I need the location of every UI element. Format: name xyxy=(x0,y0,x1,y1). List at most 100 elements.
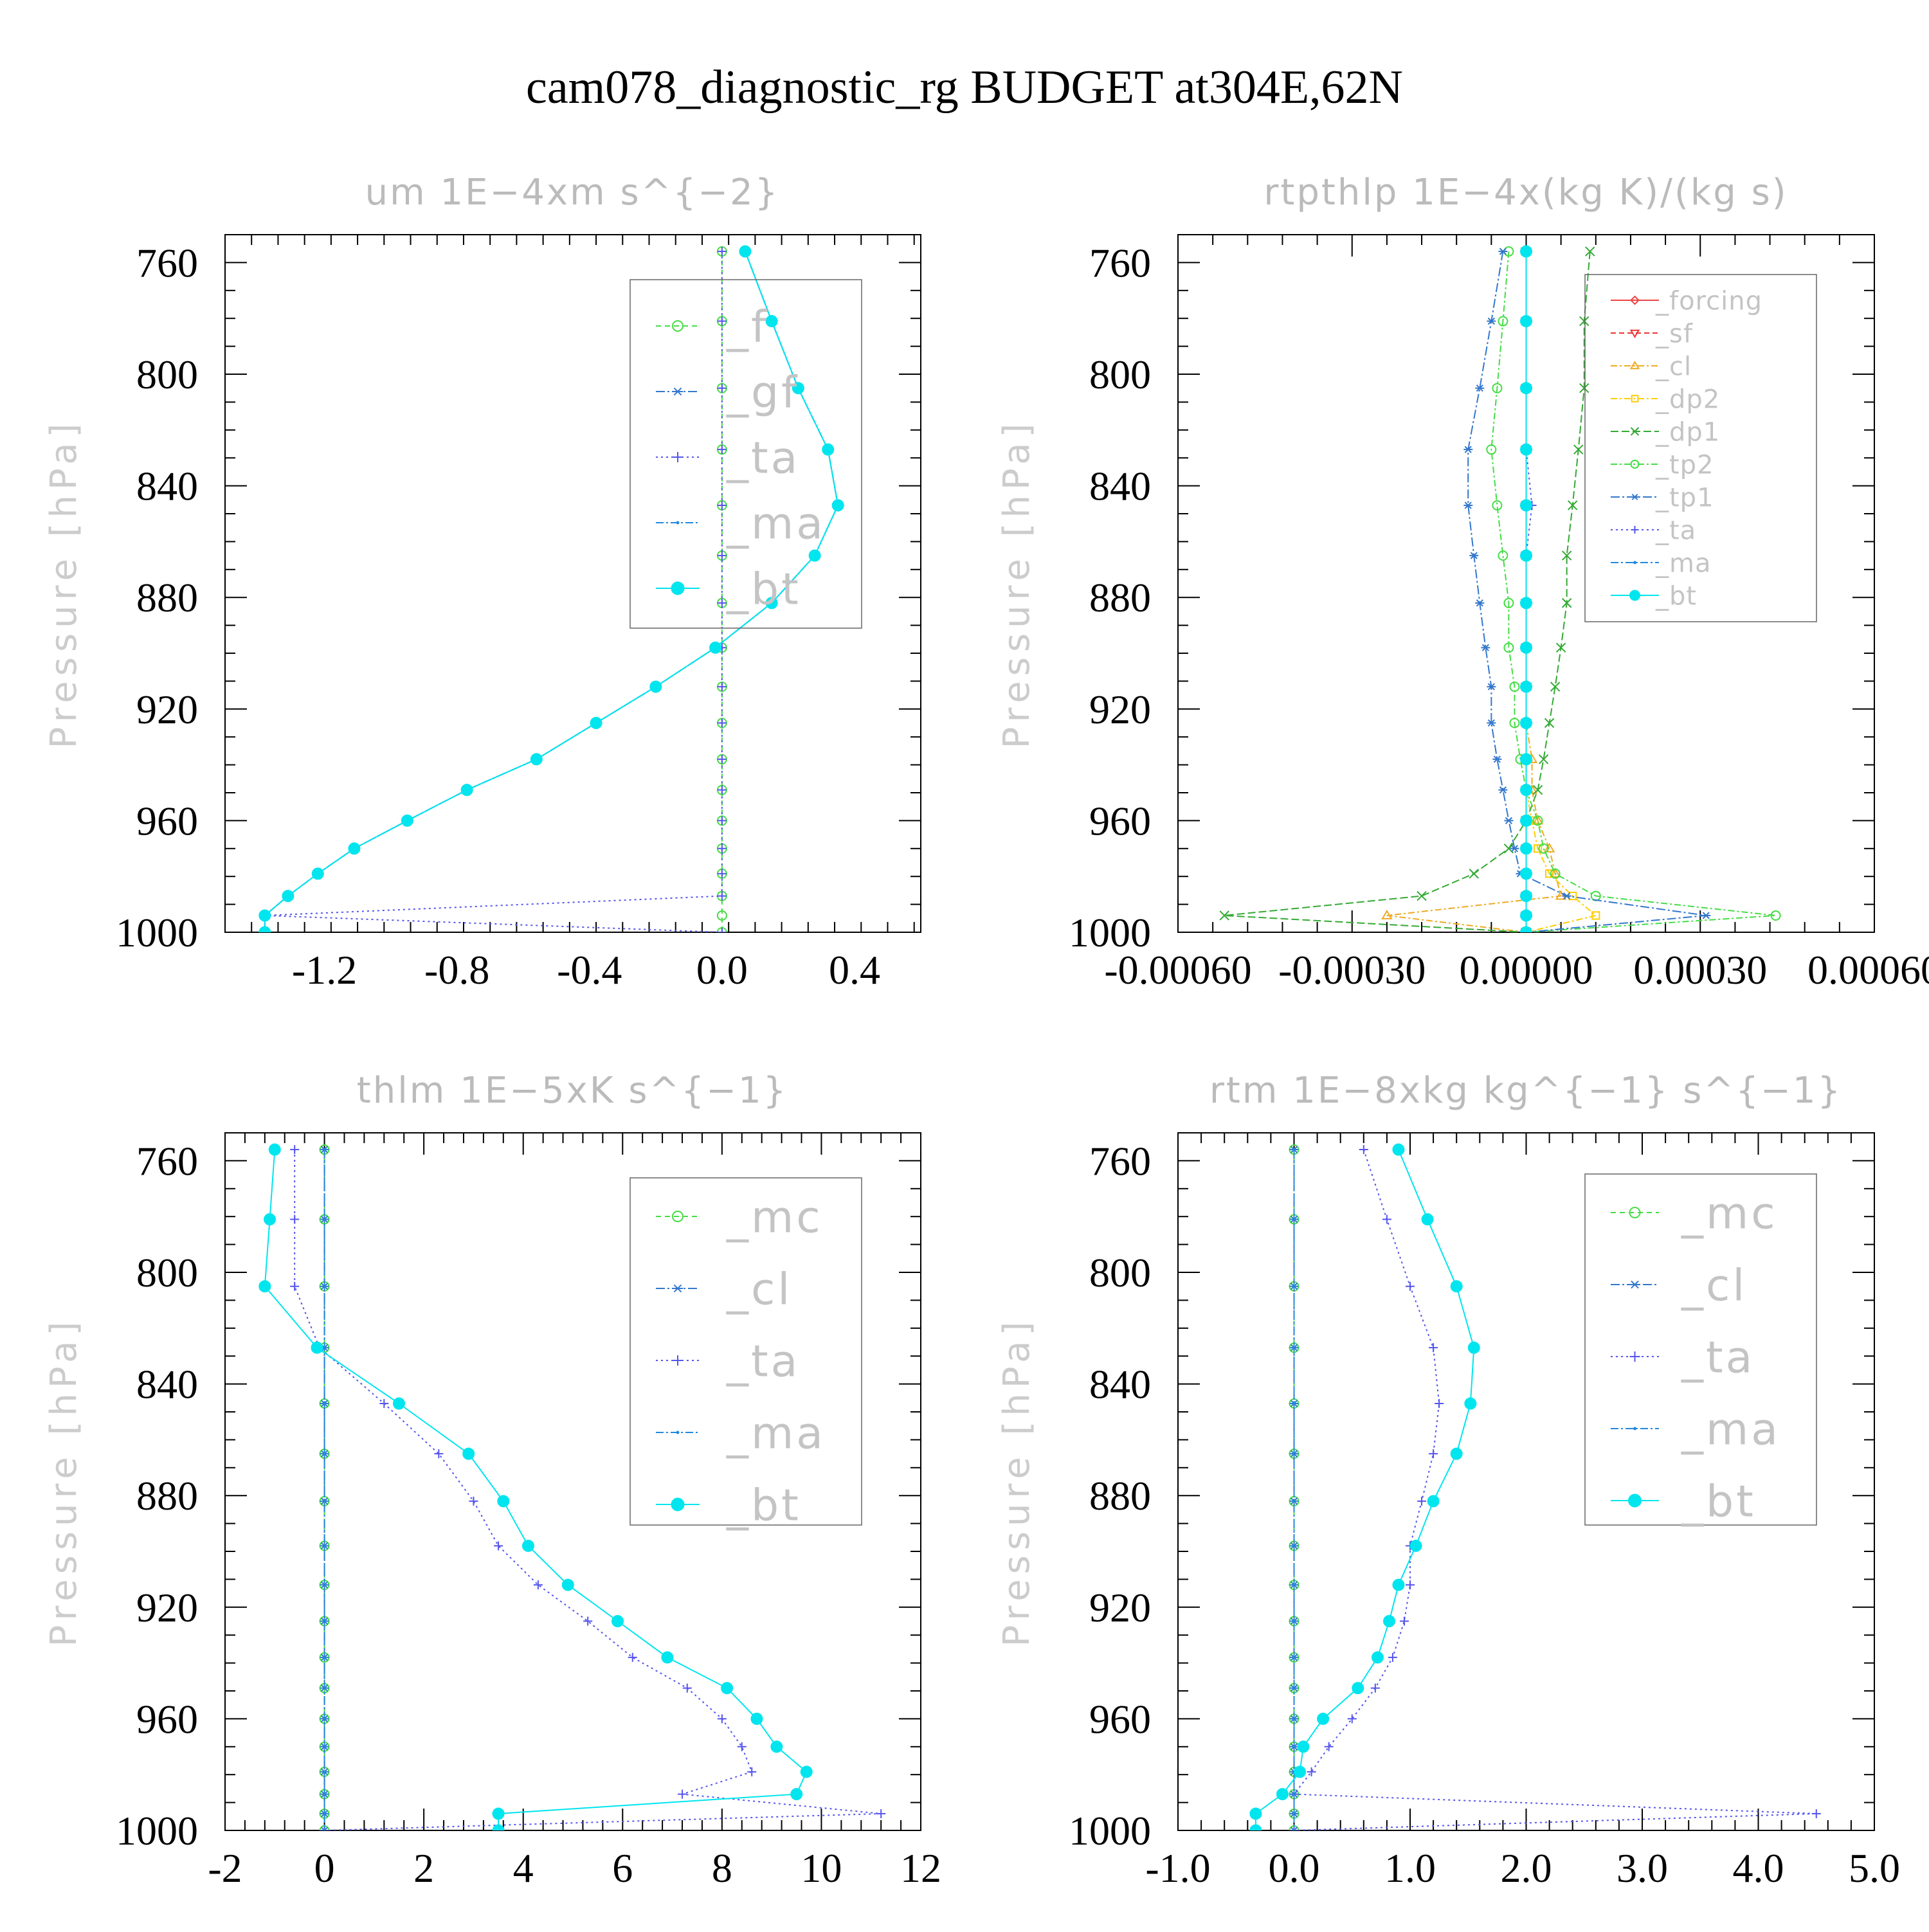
data-point-ta xyxy=(717,383,727,393)
legend-marker-mc xyxy=(1629,1207,1641,1218)
data-point-dp2 xyxy=(1591,911,1600,920)
data-point-ta xyxy=(717,316,727,326)
x-tick-label: 0.00000 xyxy=(1460,947,1593,993)
data-point-tp1 xyxy=(1487,317,1496,325)
legend-marker-dp2 xyxy=(1631,395,1639,402)
data-point-ma xyxy=(1292,1812,1296,1816)
x-tick-label: -0.8 xyxy=(424,947,489,993)
legend-label: _ta xyxy=(1681,1332,1755,1383)
data-point-bt xyxy=(750,1712,763,1725)
legend-marker-mc xyxy=(672,1211,684,1222)
data-point-bt xyxy=(530,753,543,766)
legend-marker-cl xyxy=(673,1284,683,1293)
data-point-dp1 xyxy=(1561,550,1572,561)
series-layer xyxy=(258,1143,886,1830)
y-tick-label: 880 xyxy=(1089,575,1151,620)
data-point-bt xyxy=(1392,1143,1405,1156)
legend-marker-gf xyxy=(673,387,683,396)
y-tick-label: 760 xyxy=(136,240,198,285)
data-point-ta xyxy=(717,500,727,510)
data-point-bt xyxy=(1520,245,1532,258)
data-point-bt xyxy=(661,1651,674,1664)
legend-marker-f xyxy=(672,320,684,332)
data-point-dp1 xyxy=(1579,316,1589,327)
data-point-bt xyxy=(1297,1740,1310,1753)
y-tick-label: 880 xyxy=(1089,1473,1151,1519)
data-point-bt xyxy=(282,890,294,903)
legend-label: _bt xyxy=(1655,581,1697,611)
data-point-bt xyxy=(401,814,413,827)
legend-label: _ma xyxy=(726,498,826,549)
data-point-bt xyxy=(1249,1824,1262,1830)
y-tick-label: 920 xyxy=(1089,687,1151,732)
data-point-ma xyxy=(1292,1452,1296,1456)
data-point-tp2 xyxy=(1770,910,1781,921)
data-point-ta xyxy=(1289,1826,1299,1830)
data-point-tp1 xyxy=(1510,845,1519,853)
data-point-bt xyxy=(258,926,271,932)
data-point-bt xyxy=(1520,867,1532,880)
series-layer xyxy=(258,245,844,932)
data-point-ma xyxy=(323,1499,327,1503)
data-point-bt xyxy=(1450,1280,1463,1293)
data-point-ma xyxy=(323,1218,327,1222)
data-point-ta xyxy=(876,1809,886,1818)
data-point-cl xyxy=(1555,890,1567,900)
data-point-tp1 xyxy=(1487,683,1496,691)
data-point-dp2 xyxy=(1533,844,1543,853)
y-axis-label: Pressure [hPa] xyxy=(996,1317,1038,1647)
data-point-bt xyxy=(790,1788,803,1801)
data-point-bt xyxy=(765,315,778,328)
data-point-bt xyxy=(590,717,602,729)
y-tick-label: 760 xyxy=(1089,1138,1151,1184)
legend-label: _ta xyxy=(1655,516,1696,545)
data-point-bt xyxy=(268,1143,281,1156)
y-tick-label: 800 xyxy=(1089,1250,1151,1296)
data-point-ta xyxy=(469,1496,478,1506)
y-axis-label: Pressure [hPa] xyxy=(43,1317,85,1647)
legend-marker-dp1 xyxy=(1630,427,1640,436)
x-tick-label: 0.0 xyxy=(1269,1845,1320,1891)
x-tick-label: 6 xyxy=(612,1845,633,1891)
data-point-bt xyxy=(497,1495,510,1508)
data-point-bt xyxy=(1421,1213,1434,1226)
legend-label: _cl xyxy=(1681,1260,1747,1311)
x-tick-label: 3.0 xyxy=(1617,1845,1668,1891)
series-line-ta xyxy=(294,1150,882,1830)
legend-label: _dp2 xyxy=(1655,384,1720,414)
data-point-tp2 xyxy=(1550,868,1561,879)
data-point-bt xyxy=(1467,1341,1480,1354)
data-point-ma xyxy=(1292,1544,1296,1548)
data-point-ma xyxy=(323,1285,327,1288)
legend-label: _tp1 xyxy=(1655,483,1714,512)
x-tick-label: 4.0 xyxy=(1733,1845,1784,1891)
data-point-bt xyxy=(1520,909,1532,922)
data-point-ma xyxy=(323,1770,327,1774)
data-point-tp1 xyxy=(1492,755,1502,763)
data-point-ta xyxy=(717,682,727,692)
data-point-ma xyxy=(323,1717,327,1720)
data-point-ta xyxy=(682,1683,692,1693)
data-point-tp1 xyxy=(1469,552,1479,559)
y-tick-label: 1000 xyxy=(1069,1808,1151,1854)
legend-label: _bt xyxy=(726,1480,801,1531)
y-axis-label: Pressure [hPa] xyxy=(996,419,1038,749)
data-point-ma xyxy=(1292,1828,1296,1830)
y-tick-label: 960 xyxy=(136,798,198,844)
data-point-dp1 xyxy=(1561,598,1572,608)
data-point-bt xyxy=(721,1682,734,1695)
y-tick-label: 880 xyxy=(136,575,198,620)
data-point-ta xyxy=(1429,1343,1438,1353)
legend-label: _mc xyxy=(726,1192,823,1243)
y-tick-label: 840 xyxy=(136,1362,198,1407)
data-point-ma xyxy=(323,1812,327,1816)
panel-title: rtm 1E−8xkg kg^{−1} s^{−1} xyxy=(1209,1070,1842,1112)
panel-title: thlm 1E−5xK s^{−1} xyxy=(357,1070,788,1112)
data-point-ta xyxy=(717,869,727,878)
data-point-dp1 xyxy=(1417,890,1427,901)
data-point-dp1 xyxy=(1579,383,1589,393)
data-point-ta xyxy=(1370,1683,1380,1693)
legend-marker-ta xyxy=(673,452,683,462)
data-point-ta xyxy=(1435,1398,1444,1408)
x-tick-label: 8 xyxy=(712,1845,732,1891)
